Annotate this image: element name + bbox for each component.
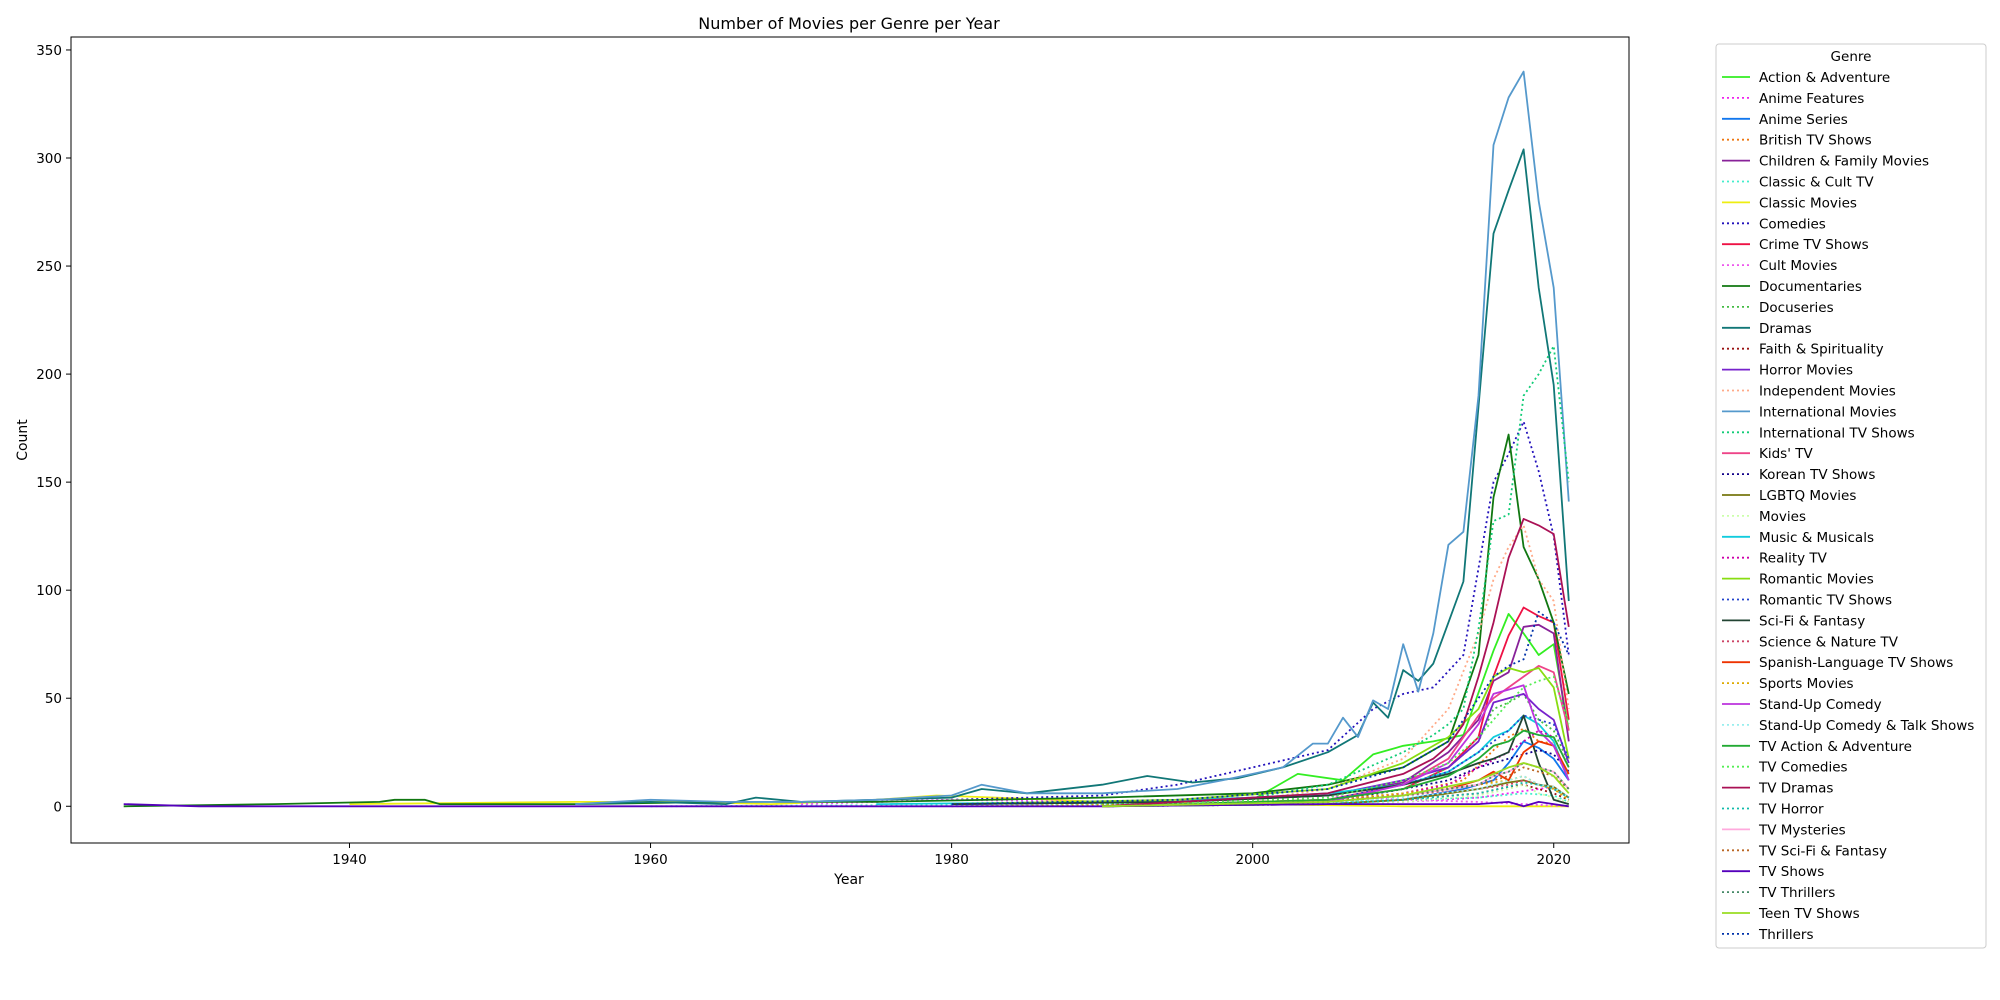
legend-label: TV Mysteries: [1758, 822, 1846, 838]
legend-label: Action & Adventure: [1759, 70, 1890, 86]
series-layer: [123, 70, 1570, 808]
legend-label: Stand-Up Comedy: [1759, 697, 1882, 713]
legend: Genre Action & Adventure Anime Features An…: [1715, 43, 1987, 949]
series-line: [1102, 675, 1570, 808]
legend-label: International Movies: [1759, 404, 1896, 420]
legend-label: Dramas: [1759, 321, 1812, 337]
y-tick-label: 50: [45, 691, 62, 707]
legend-label: LGBTQ Movies: [1759, 488, 1856, 504]
series-line: [1102, 781, 1570, 808]
legend-frame: [1715, 43, 1987, 949]
legend-label: TV Shows: [1758, 864, 1824, 880]
series-line: [876, 420, 1570, 803]
y-tick-label: 300: [36, 151, 62, 167]
series-line: [1102, 749, 1570, 808]
series-line: [1102, 345, 1570, 805]
legend-label: Kids' TV: [1759, 446, 1813, 462]
legend-label: TV Sci-Fi & Fantasy: [1758, 843, 1887, 859]
legend-label: Anime Features: [1759, 91, 1864, 107]
legend-label: British TV Shows: [1759, 133, 1872, 149]
legend-label: Reality TV: [1759, 551, 1828, 567]
legend-label: Cult Movies: [1759, 258, 1837, 274]
x-tick-label: 2000: [1235, 852, 1269, 868]
legend-label: Spanish-Language TV Shows: [1759, 655, 1953, 671]
legend-label: Romantic TV Shows: [1759, 593, 1892, 609]
series-line: [123, 433, 1570, 808]
legend-label: Horror Movies: [1759, 363, 1853, 379]
legend-label: Documentaries: [1759, 279, 1862, 295]
legend-label: Movies: [1759, 509, 1806, 525]
legend-label: Romantic Movies: [1759, 572, 1874, 588]
y-tick-label: 0: [53, 799, 62, 815]
x-axis-label: Year: [833, 872, 864, 888]
legend-label: Children & Family Movies: [1759, 154, 1929, 170]
legend-label: Sports Movies: [1759, 676, 1854, 692]
series-line: [1102, 729, 1570, 808]
plot-frame: [70, 36, 1630, 844]
legend-label: Crime TV Shows: [1759, 237, 1869, 253]
legend-label: TV Action & Adventure: [1758, 739, 1912, 755]
series-line: [1252, 613, 1570, 801]
legend-label: Anime Series: [1759, 112, 1848, 128]
y-tick-label: 200: [36, 367, 62, 383]
y-axis: 0 50 100 150 200 250 300 350: [36, 43, 71, 815]
legend-title: Genre: [1831, 49, 1872, 65]
legend-label: Science & Nature TV: [1759, 634, 1899, 650]
series-line: [951, 667, 1570, 805]
series-line: [951, 610, 1570, 805]
legend-label: Classic & Cult TV: [1759, 175, 1874, 191]
series-line: [123, 801, 1569, 808]
legend-label: Sci-Fi & Fantasy: [1759, 613, 1865, 629]
legend-label: TV Dramas: [1758, 781, 1833, 797]
x-tick-label: 1940: [332, 852, 366, 868]
legend-label: Independent Movies: [1759, 384, 1896, 400]
y-tick-label: 250: [36, 259, 62, 275]
legend-label: TV Horror: [1758, 802, 1824, 818]
legend-label: Docuseries: [1759, 300, 1834, 316]
y-axis-label: Count: [15, 419, 31, 461]
legend-label: Teen TV Shows: [1758, 906, 1860, 922]
series-line: [575, 70, 1570, 805]
legend-label: International TV Shows: [1759, 425, 1915, 441]
x-tick-label: 2020: [1537, 852, 1571, 868]
y-tick-label: 350: [36, 43, 62, 59]
legend-label: Stand-Up Comedy & Talk Shows: [1759, 718, 1974, 734]
chart-title: Number of Movies per Genre per Year: [698, 14, 1000, 33]
x-axis: 1940 1960 1980 2000 2020: [332, 843, 1571, 868]
x-tick-label: 1980: [934, 852, 968, 868]
series-line: [1102, 762, 1570, 808]
series-line: [1102, 729, 1570, 808]
series-line: [1102, 762, 1570, 808]
legend-label: TV Thrillers: [1758, 885, 1835, 901]
series-line: [575, 148, 1570, 805]
legend-label: Faith & Spirituality: [1759, 342, 1884, 358]
legend-label: Classic Movies: [1759, 195, 1857, 211]
y-tick-label: 100: [36, 583, 62, 599]
series-line: [1102, 518, 1570, 808]
legend-label: Korean TV Shows: [1759, 467, 1875, 483]
legend-label: Thrillers: [1758, 927, 1814, 943]
legend-label: Music & Musicals: [1759, 530, 1874, 546]
legend-label: TV Comedies: [1758, 760, 1848, 776]
legend-label: Comedies: [1759, 216, 1826, 232]
y-tick-label: 150: [36, 475, 62, 491]
series-line: [951, 623, 1570, 805]
series-line: [1102, 684, 1570, 808]
x-tick-label: 1960: [633, 852, 667, 868]
